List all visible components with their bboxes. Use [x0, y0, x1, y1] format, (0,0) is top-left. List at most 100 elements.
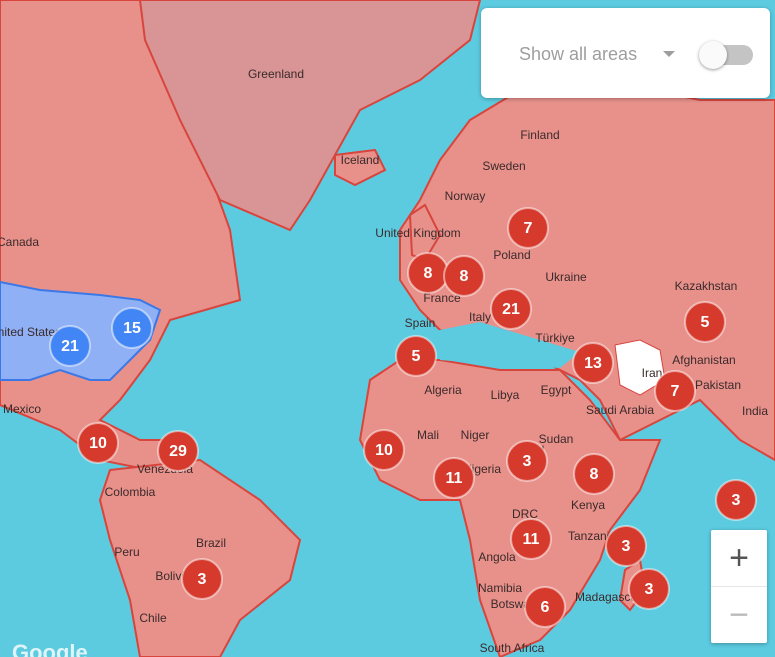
place-label: Kenya: [571, 498, 605, 512]
cluster-count: 3: [732, 492, 741, 509]
cluster-marker[interactable]: 7: [654, 370, 696, 412]
place-label: Niger: [461, 428, 490, 442]
cluster-count: 3: [523, 453, 532, 470]
place-label: Peru: [114, 545, 139, 559]
cluster-circle: [506, 440, 548, 482]
cluster-marker[interactable]: 13: [572, 342, 614, 384]
cluster-circle: [628, 568, 670, 610]
cluster-count: 8: [590, 466, 599, 483]
cluster-circle: [684, 301, 726, 343]
zoom-in[interactable]: +: [729, 539, 749, 577]
cluster-marker[interactable]: 15: [111, 307, 153, 349]
cluster-count: 29: [169, 443, 187, 460]
cluster-circle: [654, 370, 696, 412]
cluster-circle: [111, 307, 153, 349]
cluster-circle: [573, 453, 615, 495]
greenland: [138, 0, 482, 232]
cluster-marker[interactable]: 8: [407, 252, 449, 294]
place-label: Saudi Arabia: [586, 403, 654, 417]
place-label: Norway: [445, 189, 486, 203]
zoom-out[interactable]: −: [711, 586, 767, 643]
cluster-circle: [433, 457, 475, 499]
cluster-marker[interactable]: 3: [605, 525, 647, 567]
place-label: Kazakhstan: [675, 279, 738, 293]
cluster-count: 11: [523, 531, 540, 548]
place-label: Ukraine: [545, 270, 587, 284]
place-label: Spain: [405, 316, 436, 330]
cluster-marker[interactable]: 7: [507, 207, 549, 249]
cluster-marker[interactable]: 11: [433, 457, 475, 499]
logo: Google: [12, 640, 88, 657]
cluster-marker[interactable]: 11: [510, 518, 552, 560]
cluster-circle: [605, 525, 647, 567]
cluster-count: 21: [61, 338, 79, 355]
cluster-count: 7: [524, 220, 533, 237]
area-control: Show all areas: [481, 8, 770, 98]
cluster-circle: [715, 479, 757, 521]
cluster-marker[interactable]: 3: [506, 440, 548, 482]
africa: [358, 359, 662, 657]
place-label: Mali: [417, 428, 439, 442]
cluster-circle: [77, 422, 119, 464]
place-label: Poland: [493, 248, 530, 262]
cluster-count: 6: [541, 599, 550, 616]
place-label: Tanzania: [568, 529, 616, 543]
toggle-knob: [699, 41, 727, 69]
cluster-circle: [572, 342, 614, 384]
place-label: Iceland: [341, 153, 380, 167]
cluster-circle: [395, 335, 437, 377]
place-label: DRC: [512, 507, 538, 521]
place-label: United States: [0, 325, 61, 339]
cluster-circle: [490, 288, 532, 330]
cluster-count: 15: [123, 320, 141, 337]
mediterranean: [430, 322, 580, 368]
cluster-circle: [443, 255, 485, 297]
zoom-control: + −: [711, 530, 767, 643]
cluster-count: 5: [412, 348, 421, 365]
place-label: Angola: [478, 550, 516, 564]
iceland: [334, 148, 387, 187]
cluster-marker[interactable]: 10: [77, 422, 119, 464]
cluster-count: 13: [584, 355, 602, 372]
cluster-marker[interactable]: 3: [628, 568, 670, 610]
cluster-count: 21: [502, 301, 520, 318]
cluster-count: 5: [701, 314, 710, 331]
cluster-count: 11: [446, 470, 463, 487]
dropdown-arrow[interactable]: [663, 51, 675, 57]
place-label: Namibia: [478, 581, 522, 595]
uk: [408, 203, 442, 262]
cluster-marker[interactable]: 8: [443, 255, 485, 297]
toggle-switch[interactable]: [699, 41, 753, 69]
place-label: Mexico: [3, 402, 41, 416]
place-label: Iran: [642, 366, 663, 380]
cluster-marker[interactable]: 21: [490, 288, 532, 330]
cluster-marker[interactable]: 21: [49, 325, 91, 367]
cluster-marker[interactable]: 3: [181, 558, 223, 600]
place-label: Afghanistan: [672, 353, 735, 367]
place-label: Finland: [520, 128, 559, 142]
cluster-circle: [49, 325, 91, 367]
place-label: Algeria: [424, 383, 462, 397]
cluster-marker[interactable]: 6: [524, 586, 566, 628]
cluster-count: 3: [645, 581, 654, 598]
cluster-marker[interactable]: 8: [573, 453, 615, 495]
place-label: Brazil: [196, 536, 226, 550]
cluster-count: 10: [375, 442, 393, 459]
cluster-marker[interactable]: 29: [157, 430, 199, 472]
place-label: Italy: [469, 310, 491, 324]
place-label: Greenland: [248, 67, 304, 81]
place-label: Libya: [491, 388, 520, 402]
cluster-circle: [524, 586, 566, 628]
cluster-count: 8: [460, 268, 469, 285]
place-label: Madagascar: [575, 590, 641, 604]
cluster-marker[interactable]: 5: [684, 301, 726, 343]
place-label: Pakistan: [695, 378, 741, 392]
cluster-marker[interactable]: 10: [363, 429, 405, 471]
cluster-marker[interactable]: 3: [715, 479, 757, 521]
area-dropdown[interactable]: Show all areas: [519, 44, 638, 64]
cluster-count: 10: [89, 435, 107, 452]
cluster-count: 7: [671, 383, 680, 400]
cluster-marker[interactable]: 5: [395, 335, 437, 377]
